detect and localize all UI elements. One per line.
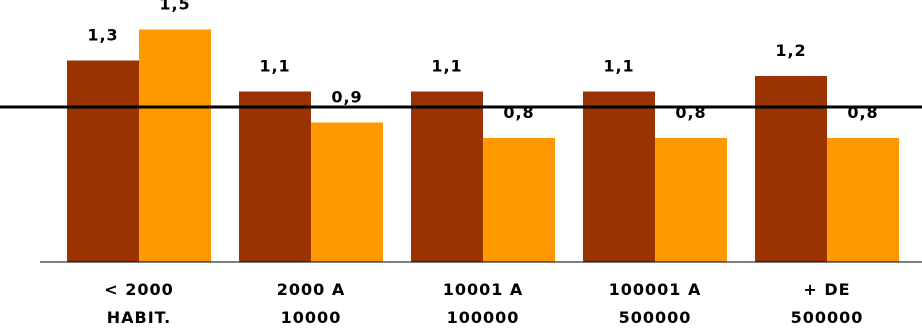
category-labels-layer: < 2000 HABIT. 2000 A 10000 10001 A 100000 1000…: [104, 280, 864, 327]
category-label-2-line-1: 2000 A: [277, 280, 345, 299]
category-label-3-line-1: 10001 A: [443, 280, 524, 299]
value-label-1-cat-1: 1,3: [87, 26, 118, 45]
category-label-1-line-1: < 2000: [104, 280, 174, 299]
value-label-2-cat-2: 0,9: [331, 88, 362, 107]
value-label-2-cat-1: 1,5: [159, 0, 190, 14]
value-label-2-cat-3: 0,8: [503, 103, 534, 122]
category-label-4-line-1: 100001 A: [609, 280, 702, 299]
bar-1-cat-4: [583, 91, 655, 262]
bar-2-cat-1: [139, 29, 211, 262]
bar-1-cat-2: [239, 91, 311, 262]
value-labels-layer: 1,3 1,5 1,1 0,9 1,1 0,8 1,1 0,8 1,2 0,8: [87, 0, 878, 122]
value-label-1-cat-4: 1,1: [603, 57, 634, 76]
bar-2-cat-5: [827, 138, 899, 262]
value-label-1-cat-2: 1,1: [259, 57, 290, 76]
bar-1-cat-5: [755, 76, 827, 262]
category-label-3-line-2: 100000: [447, 308, 520, 327]
bar-2-cat-4: [655, 138, 727, 262]
value-label-1-cat-5: 1,2: [775, 41, 806, 60]
value-label-1-cat-3: 1,1: [431, 57, 462, 76]
bar-1-cat-1: [67, 60, 139, 262]
category-label-2-line-2: 10000: [281, 308, 342, 327]
bar-2-cat-3: [483, 138, 555, 262]
category-label-1-line-2: HABIT.: [107, 308, 171, 327]
value-label-2-cat-4: 0,8: [675, 103, 706, 122]
category-label-5-line-1: + DE: [803, 280, 850, 299]
value-label-2-cat-5: 0,8: [847, 103, 878, 122]
bar-1-cat-3: [411, 91, 483, 262]
bar-2-cat-2: [311, 122, 383, 262]
category-label-4-line-2: 500000: [619, 308, 692, 327]
category-label-5-line-2: 500000: [791, 308, 864, 327]
bars-layer: [67, 29, 899, 262]
